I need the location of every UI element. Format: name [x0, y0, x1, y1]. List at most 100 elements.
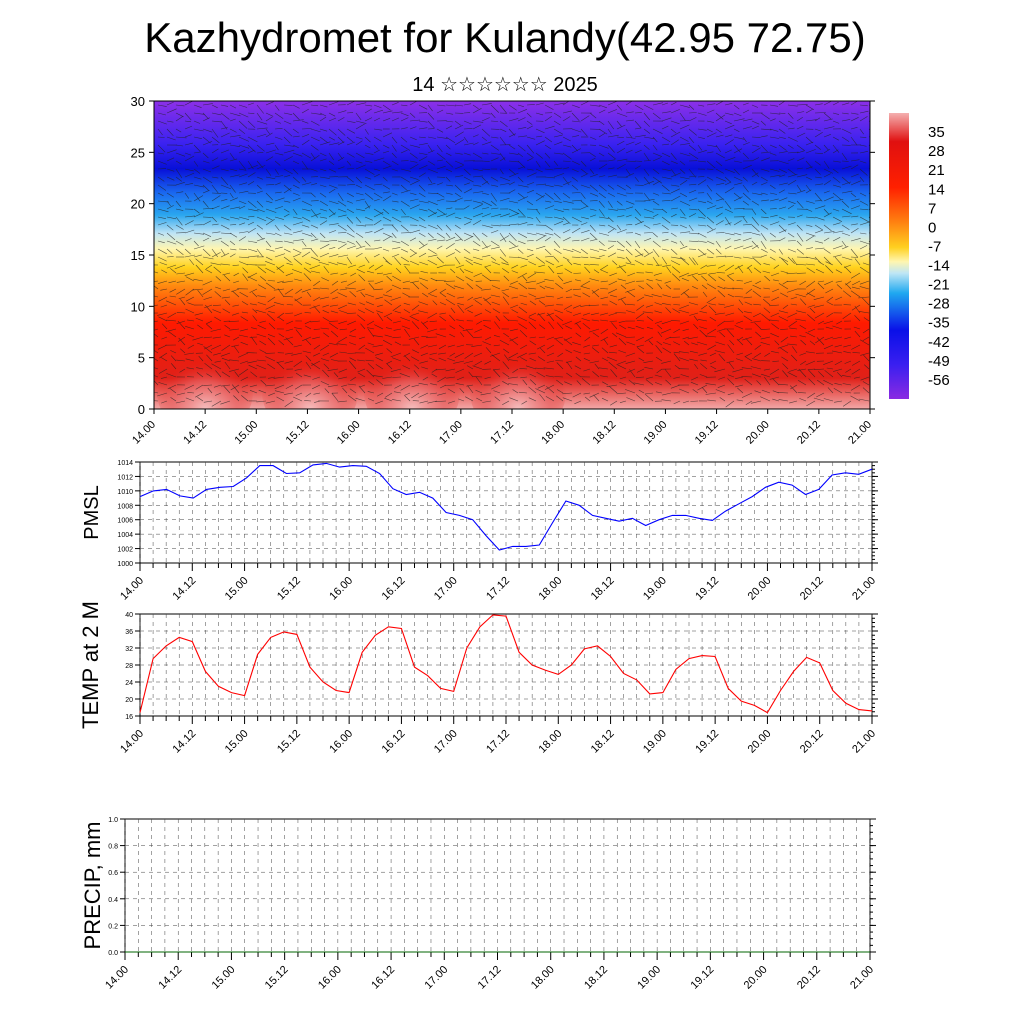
wind-arrow — [413, 370, 420, 378]
wind-arrow — [529, 336, 537, 339]
series-line — [139, 462, 873, 551]
wind-arrow — [509, 304, 519, 309]
wind-arrow — [175, 112, 184, 118]
wind-arrow — [634, 216, 643, 224]
wind-arrow — [571, 160, 580, 165]
wind-arrow — [646, 376, 654, 379]
wind-arrow — [600, 312, 609, 316]
wind-arrow — [762, 270, 771, 274]
wind-arrow — [742, 256, 753, 259]
wind-arrow — [373, 128, 383, 131]
wind-arrow — [327, 384, 339, 388]
wind-arrow — [330, 359, 339, 362]
wind-arrow — [714, 350, 726, 354]
wind-arrow — [463, 142, 474, 146]
wind-arrow — [571, 256, 581, 258]
wind-arrow — [764, 275, 771, 282]
wind-arrow — [764, 376, 771, 386]
wind-arrow — [709, 360, 717, 365]
wind-arrow — [184, 215, 195, 218]
wind-arrow — [373, 239, 381, 242]
wind-arrow — [373, 109, 383, 114]
wind-arrow — [499, 128, 507, 132]
wind-arrow — [301, 108, 309, 114]
wind-arrow — [607, 159, 616, 162]
wind-arrow — [453, 285, 465, 290]
wind-arrow — [386, 360, 393, 365]
wind-arrow — [790, 303, 798, 306]
wind-arrow — [436, 128, 444, 133]
wind-arrow — [454, 160, 464, 165]
wind-arrow — [537, 312, 546, 316]
wind-arrow — [283, 208, 290, 213]
wind-arrow — [193, 168, 201, 174]
wind-arrow — [656, 340, 663, 346]
wind-arrow — [787, 173, 798, 178]
wind-arrow — [715, 176, 727, 182]
wind-arrow — [157, 208, 169, 213]
wind-arrow — [859, 151, 868, 154]
wind-arrow — [673, 376, 681, 379]
wind-arrow — [481, 274, 492, 282]
wind-arrow — [284, 360, 294, 364]
wind-arrow — [608, 312, 618, 316]
wind-arrow — [823, 248, 831, 254]
wind-arrow — [859, 128, 864, 135]
wind-arrow — [175, 400, 186, 404]
wind-arrow — [260, 379, 267, 386]
wind-arrow — [562, 152, 572, 160]
wind-arrow — [679, 160, 686, 166]
wind-arrow — [313, 305, 321, 314]
wind-arrow — [283, 200, 291, 203]
colorbar-label: 0 — [928, 219, 936, 236]
wind-arrow — [646, 279, 654, 282]
x-tick-label: 17.12 — [488, 419, 516, 447]
wind-arrow — [797, 380, 807, 386]
wind-arrow — [823, 212, 832, 218]
wind-arrow — [662, 342, 672, 346]
wind-arrow — [463, 188, 473, 194]
wind-arrow — [750, 366, 762, 370]
wind-arrow — [220, 352, 231, 357]
wind-arrow — [525, 280, 537, 284]
wind-arrow — [491, 261, 501, 266]
wind-arrow — [850, 256, 858, 258]
wind-arrow — [358, 274, 366, 282]
wind-arrow — [220, 184, 232, 190]
wind-arrow — [661, 143, 670, 146]
wind-arrow — [760, 248, 768, 253]
wind-arrow — [544, 237, 551, 242]
wind-arrow — [214, 392, 222, 396]
wind-arrow — [400, 127, 408, 130]
wind-arrow — [538, 336, 546, 338]
wind-arrow — [157, 176, 165, 182]
wind-arrow — [355, 192, 364, 196]
wind-arrow — [340, 272, 348, 276]
wind-arrow — [665, 379, 672, 386]
wind-arrow — [418, 152, 428, 155]
wind-arrow — [499, 104, 507, 114]
wind-arrow — [175, 176, 182, 182]
wind-arrow — [778, 283, 789, 290]
wind-arrow — [310, 128, 321, 133]
wind-arrow — [313, 296, 321, 302]
wind-arrow — [535, 140, 545, 146]
wind-arrow — [185, 276, 195, 282]
wind-arrow — [220, 263, 231, 266]
wind-arrow — [724, 238, 731, 242]
wind-arrow — [698, 319, 708, 322]
y-tick-label: 0.0 — [108, 950, 118, 957]
wind-arrow — [475, 376, 483, 386]
wind-arrow — [850, 173, 859, 178]
wind-arrow — [484, 360, 492, 365]
wind-arrow — [161, 400, 168, 404]
wind-arrow — [187, 302, 195, 306]
wind-arrow — [220, 384, 231, 387]
x-tick-label: 16.12 — [380, 728, 408, 756]
wind-arrow — [267, 334, 276, 338]
wind-arrow — [761, 313, 771, 322]
wind-arrow — [303, 273, 312, 282]
wind-arrow — [355, 102, 367, 106]
wind-arrow — [581, 318, 591, 322]
wind-arrow — [805, 232, 816, 237]
